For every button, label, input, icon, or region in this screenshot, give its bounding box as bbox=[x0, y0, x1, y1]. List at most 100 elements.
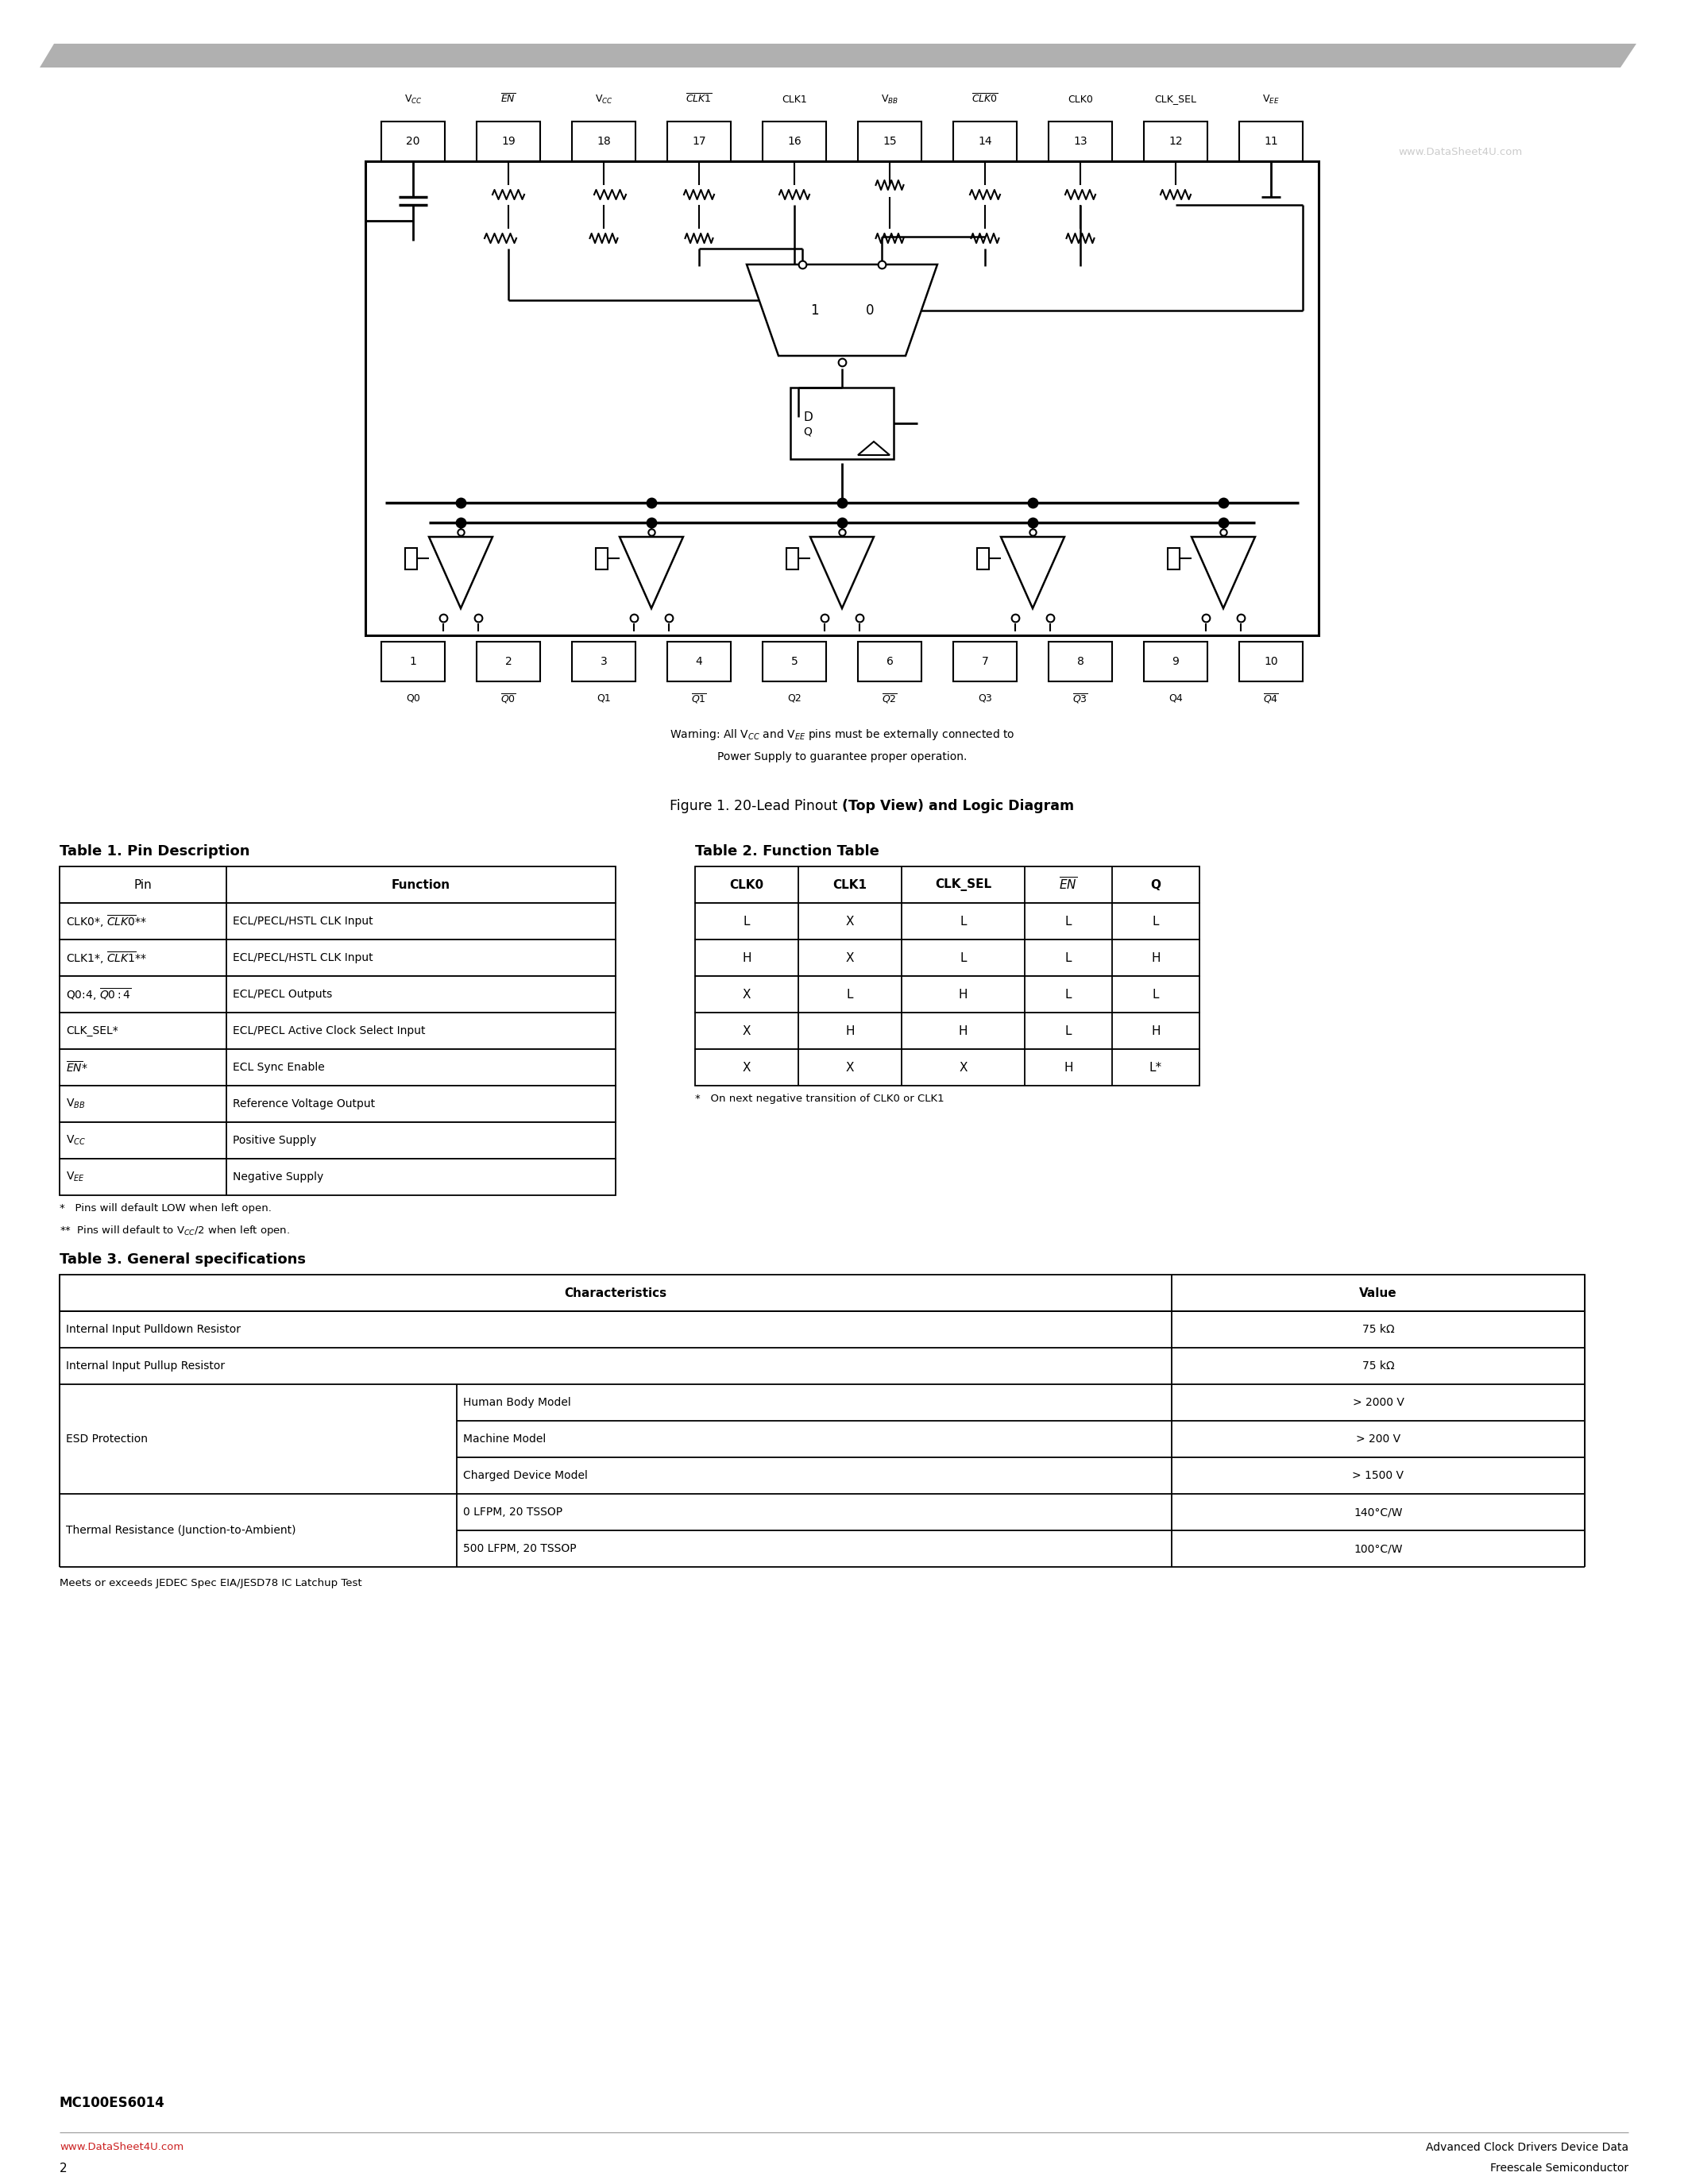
Text: X: X bbox=[959, 1061, 967, 1072]
Bar bbox=[59, 1048, 616, 1085]
Text: Table 2. Function Table: Table 2. Function Table bbox=[695, 845, 879, 858]
Text: CLK_SEL*: CLK_SEL* bbox=[66, 1024, 118, 1037]
Text: Q: Q bbox=[803, 426, 812, 437]
Bar bbox=[790, 387, 893, 459]
Bar bbox=[695, 867, 1200, 902]
Bar bbox=[1144, 122, 1207, 162]
Text: Q0:4, $\overline{Q0:4}$: Q0:4, $\overline{Q0:4}$ bbox=[66, 987, 132, 1002]
Text: L: L bbox=[1065, 915, 1072, 928]
Text: Q4: Q4 bbox=[1168, 692, 1183, 703]
Text: $\overline{Q4}$: $\overline{Q4}$ bbox=[1263, 692, 1280, 705]
Text: ESD Protection: ESD Protection bbox=[66, 1433, 149, 1444]
Text: CLK1: CLK1 bbox=[832, 878, 868, 891]
Text: $\overline{Q2}$: $\overline{Q2}$ bbox=[881, 692, 898, 705]
Bar bbox=[1239, 122, 1303, 162]
Text: CLK0: CLK0 bbox=[1069, 94, 1094, 105]
Text: 8: 8 bbox=[1077, 655, 1084, 666]
Bar bbox=[59, 976, 616, 1013]
Text: 500 LFPM, 20 TSSOP: 500 LFPM, 20 TSSOP bbox=[463, 1544, 576, 1555]
Text: 2: 2 bbox=[505, 655, 511, 666]
Text: 0: 0 bbox=[866, 304, 874, 317]
Text: Q: Q bbox=[1151, 878, 1161, 891]
Text: 0 LFPM, 20 TSSOP: 0 LFPM, 20 TSSOP bbox=[463, 1507, 562, 1518]
Bar bbox=[59, 867, 616, 902]
Text: $\overline{CLK0}$: $\overline{CLK0}$ bbox=[972, 94, 998, 105]
Text: Table 1. Pin Description: Table 1. Pin Description bbox=[59, 845, 250, 858]
Text: X: X bbox=[743, 1061, 751, 1072]
Text: H: H bbox=[1063, 1061, 1074, 1072]
Text: Thermal Resistance (Junction-to-Ambient): Thermal Resistance (Junction-to-Ambient) bbox=[66, 1524, 295, 1535]
Bar bbox=[763, 122, 825, 162]
Polygon shape bbox=[858, 441, 890, 454]
Text: www.DataSheet4U.com: www.DataSheet4U.com bbox=[1398, 146, 1523, 157]
Text: V$_{EE}$: V$_{EE}$ bbox=[66, 1171, 84, 1184]
Text: **  Pins will default to V$_{CC}$/2 when left open.: ** Pins will default to V$_{CC}$/2 when … bbox=[59, 1223, 290, 1238]
Text: 13: 13 bbox=[1074, 135, 1087, 146]
Text: D: D bbox=[803, 411, 812, 424]
Text: > 1500 V: > 1500 V bbox=[1352, 1470, 1404, 1481]
Text: H: H bbox=[959, 989, 967, 1000]
Text: $\overline{Q1}$: $\overline{Q1}$ bbox=[690, 692, 707, 705]
Text: L*: L* bbox=[1150, 1061, 1161, 1072]
Text: Warning: All V$_{CC}$ and V$_{EE}$ pins must be externally connected to: Warning: All V$_{CC}$ and V$_{EE}$ pins … bbox=[670, 727, 1014, 743]
Bar bbox=[667, 122, 731, 162]
Bar bbox=[1239, 642, 1303, 681]
Bar bbox=[667, 642, 731, 681]
Bar bbox=[763, 642, 825, 681]
Text: 11: 11 bbox=[1264, 135, 1278, 146]
Bar bbox=[858, 122, 922, 162]
Text: ECL/PECL Outputs: ECL/PECL Outputs bbox=[233, 989, 333, 1000]
Text: Internal Input Pulldown Resistor: Internal Input Pulldown Resistor bbox=[66, 1324, 241, 1334]
Text: X: X bbox=[743, 1024, 751, 1037]
Text: Machine Model: Machine Model bbox=[463, 1433, 545, 1444]
Bar bbox=[695, 1013, 1200, 1048]
Bar bbox=[405, 548, 417, 570]
Text: Value: Value bbox=[1359, 1286, 1398, 1299]
Text: V$_{BB}$: V$_{BB}$ bbox=[881, 94, 898, 105]
Bar bbox=[572, 122, 635, 162]
Text: 140°C/W: 140°C/W bbox=[1354, 1507, 1403, 1518]
Text: Q1: Q1 bbox=[596, 692, 611, 703]
Text: Figure 1. 20-Lead Pinout: Figure 1. 20-Lead Pinout bbox=[670, 799, 842, 812]
Text: L: L bbox=[1065, 989, 1072, 1000]
Bar bbox=[695, 902, 1200, 939]
Bar bbox=[59, 1160, 616, 1195]
Text: V$_{EE}$: V$_{EE}$ bbox=[1263, 94, 1280, 105]
Text: 19: 19 bbox=[501, 135, 515, 146]
Text: 14: 14 bbox=[977, 135, 993, 146]
Bar bbox=[1048, 122, 1112, 162]
Text: Charged Device Model: Charged Device Model bbox=[463, 1470, 587, 1481]
Bar bbox=[858, 642, 922, 681]
Text: CLK_SEL: CLK_SEL bbox=[935, 878, 991, 891]
Text: Freescale Semiconductor: Freescale Semiconductor bbox=[1491, 2162, 1629, 2173]
Polygon shape bbox=[429, 537, 493, 609]
Polygon shape bbox=[619, 537, 684, 609]
Polygon shape bbox=[810, 537, 874, 609]
Bar bbox=[977, 548, 989, 570]
Text: X: X bbox=[846, 1061, 854, 1072]
Text: 4: 4 bbox=[695, 655, 702, 666]
Bar bbox=[381, 642, 446, 681]
Text: Table 3. General specifications: Table 3. General specifications bbox=[59, 1251, 306, 1267]
Bar bbox=[381, 122, 446, 162]
Text: L: L bbox=[847, 989, 854, 1000]
Polygon shape bbox=[1192, 537, 1256, 609]
Text: 100°C/W: 100°C/W bbox=[1354, 1544, 1403, 1555]
Text: 18: 18 bbox=[596, 135, 611, 146]
Text: 7: 7 bbox=[981, 655, 989, 666]
Text: L: L bbox=[960, 952, 967, 963]
Text: H: H bbox=[1151, 1024, 1160, 1037]
Bar bbox=[365, 162, 1318, 636]
Text: V$_{CC}$: V$_{CC}$ bbox=[594, 94, 613, 105]
Bar bbox=[954, 642, 1016, 681]
Bar bbox=[59, 902, 616, 939]
Text: 6: 6 bbox=[886, 655, 893, 666]
Text: 1: 1 bbox=[810, 304, 819, 317]
Bar bbox=[59, 1275, 1585, 1310]
Text: Q2: Q2 bbox=[787, 692, 802, 703]
Text: Human Body Model: Human Body Model bbox=[463, 1398, 571, 1409]
Text: (Top View) and Logic Diagram: (Top View) and Logic Diagram bbox=[842, 799, 1074, 812]
Bar bbox=[695, 939, 1200, 976]
Text: X: X bbox=[846, 915, 854, 928]
Text: X: X bbox=[846, 952, 854, 963]
